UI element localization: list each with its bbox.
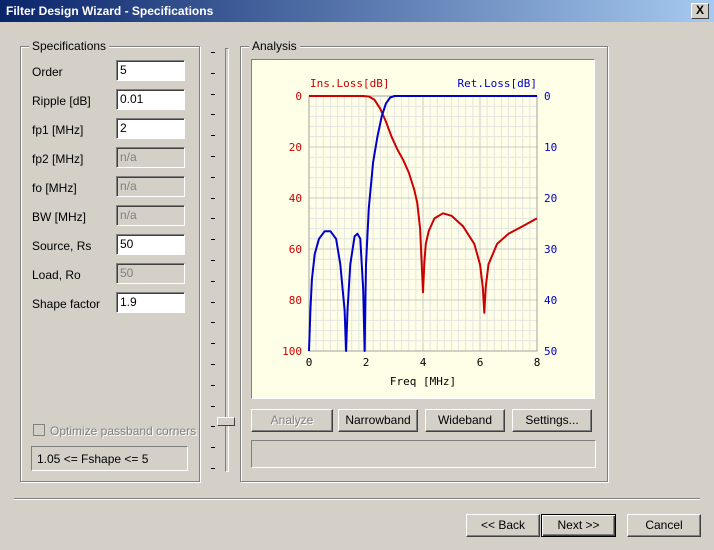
window-title: Filter Design Wizard - Specifications [6,4,214,18]
spec-input[interactable]: 2 [116,118,185,139]
y-left-tick-label: 80 [289,294,302,307]
bottom-separator [14,498,700,500]
slider-tick [211,468,215,469]
insertion-loss-line [309,95,538,314]
spec-input[interactable]: 5 [116,60,185,81]
analysis-group: Analysis [240,39,608,482]
slider-tick [211,135,215,137]
slider-tick [211,218,215,220]
y-right-tick-label: 30 [544,243,557,256]
spec-label: Order [32,65,63,79]
specifications-group: Specifications [20,39,200,482]
spec-input[interactable]: 1.9 [116,292,185,313]
y-right-axis-label: Ret.Loss[dB] [458,77,537,90]
slider-tick [211,301,215,303]
y-right-tick-label: 20 [544,192,557,205]
chart-panel: 0 2 4 6 8 0 20 40 60 80 100 0 10 20 30 40 50 Ins.Loss[dB]… [251,59,595,399]
cancel-button[interactable]: Cancel [627,514,701,537]
close-button[interactable]: X [691,3,709,19]
back-button[interactable]: << Back [466,514,540,537]
slider-tick [211,156,215,157]
slider-tick [211,197,215,199]
narrowband-button[interactable]: Narrowband [338,409,418,432]
slider-tick [211,280,215,282]
slider-tick [211,239,215,241]
settings-button[interactable]: Settings... [512,409,592,432]
y-right-tick-label: 0 [544,90,551,103]
x-tick-label: 6 [477,356,484,369]
spec-label: Load, Ro [32,268,81,282]
y-right-tick-label: 50 [544,345,557,358]
slider-track[interactable] [225,48,229,472]
specifications-group-title: Specifications [29,39,110,53]
y-left-axis-label: Ins.Loss[dB] [310,77,389,90]
slider-thumb[interactable] [217,417,235,426]
slider-tick [211,260,215,261]
x-axis-label: Freq [MHz] [390,375,456,388]
slider-tick [211,93,215,95]
spec-label: Shape factor [32,297,101,311]
slider-tick [211,52,215,53]
analyze-button[interactable]: Analyze [251,409,333,432]
slider-tick [211,322,215,324]
x-tick-label: 0 [306,356,313,369]
x-tick-label: 4 [420,356,427,369]
y-left-tick-label: 0 [295,90,302,103]
y-left-tick-label: 100 [282,345,302,358]
spec-label: Source, Rs [32,239,92,253]
x-tick-label: 8 [534,356,541,369]
slider-tick [211,405,215,407]
analysis-status-box [251,440,596,468]
spec-label: fp2 [MHz] [32,152,84,166]
y-left-tick-label: 60 [289,243,302,256]
spec-input[interactable]: 50 [116,234,185,255]
slider-tick [211,447,215,449]
spec-label: fo [MHz] [32,181,77,195]
slider-tick [211,114,215,116]
slider-tick [211,426,215,428]
slider-tick [211,384,215,386]
spec-input: 50 [116,263,185,284]
spec-input: n/a [116,176,185,197]
slider-tick [211,343,215,345]
y-right-tick-label: 10 [544,141,557,154]
analysis-group-title: Analysis [249,39,300,53]
spec-input: n/a [116,205,185,226]
shape-range-box: 1.05 <= Fshape <= 5 [31,446,188,471]
spec-label: fp1 [MHz] [32,123,84,137]
spec-input: n/a [116,147,185,168]
spec-label: BW [MHz] [32,210,86,224]
wideband-button[interactable]: Wideband [425,409,505,432]
y-right-tick-label: 40 [544,294,557,307]
shape-range-text: 1.05 <= Fshape <= 5 [37,452,149,466]
title-bar: Filter Design Wizard - Specifications X [0,0,714,22]
spec-input[interactable]: 0.01 [116,89,185,110]
y-left-tick-label: 20 [289,141,302,154]
return-loss-line [308,95,537,352]
slider-tick [211,72,215,74]
optimize-label: Optimize passband corners [50,424,197,438]
slider-tick [211,176,215,178]
y-left-tick-label: 40 [289,192,302,205]
filter-response-chart: 0 2 4 6 802040608010001020304050Ins.Loss[dB]… [282,77,557,388]
optimize-checkbox[interactable] [33,424,45,436]
next-button[interactable]: Next >> [541,514,616,537]
slider-tick [211,364,215,365]
spec-label: Ripple [dB] [32,94,91,108]
x-tick-label: 2 [363,356,370,369]
